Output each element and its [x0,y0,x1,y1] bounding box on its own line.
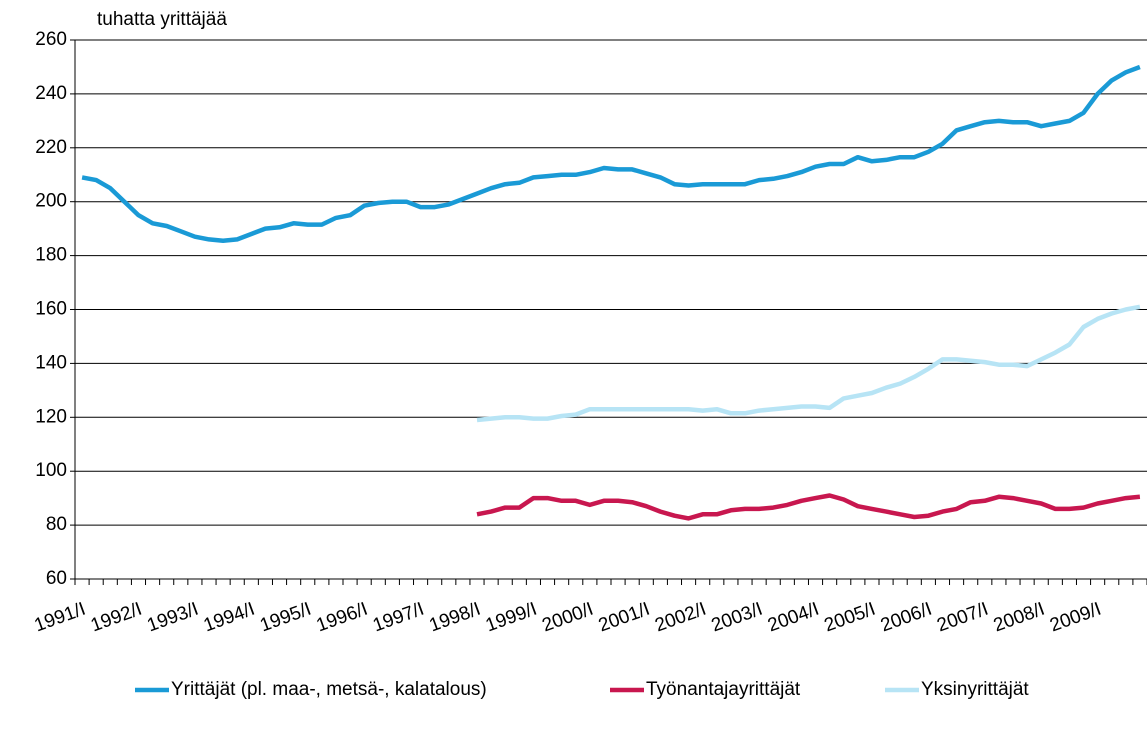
x-tick-label: 2009/I [1047,599,1104,637]
y-axis-label: tuhatta yrittäjää [97,9,227,30]
x-tick-label: 1991/I [32,599,89,637]
y-tick-label: 160 [35,299,67,320]
series-line [476,493,1141,521]
x-tick-label: 2008/I [991,599,1048,637]
y-tick-label: 60 [46,568,67,589]
x-tick-label: 1993/I [144,599,201,637]
y-tick-label: 180 [35,245,67,266]
y-tick-label: 100 [35,460,67,481]
x-tick-label: 1996/I [314,599,371,637]
x-tick-label: 2006/I [878,599,935,637]
y-tick-label: 80 [46,514,67,535]
x-tick-label: 2007/I [934,599,991,637]
legend-label: Yksinyrittäjät [921,679,1029,700]
x-tick-label: 2005/I [821,599,878,637]
x-tick-label: 2004/I [765,599,822,637]
x-tick-label: 1992/I [88,599,145,637]
x-tick-label: 2003/I [709,599,766,637]
y-tick-label: 260 [35,29,67,50]
legend-label: Työnantajayrittäjät [646,679,801,700]
y-tick-label: 240 [35,83,67,104]
y-tick-label: 200 [35,191,67,212]
y-tick-label: 120 [35,406,67,427]
x-tick-label: 2002/I [652,599,709,637]
x-tick-label: 1995/I [257,599,314,637]
x-tick-label: 1998/I [427,599,484,637]
series-line [81,64,1141,244]
y-tick-label: 220 [35,137,67,158]
y-tick-label: 140 [35,352,67,373]
x-tick-label: 1999/I [483,599,540,637]
x-tick-label: 1994/I [201,599,258,637]
x-tick-label: 2000/I [539,599,596,637]
series-line [476,304,1141,423]
x-tick-label: 2001/I [596,599,653,637]
legend-label: Yrittäjät (pl. maa-, metsä-, kalatalous) [171,679,487,700]
x-tick-label: 1997/I [370,599,427,637]
